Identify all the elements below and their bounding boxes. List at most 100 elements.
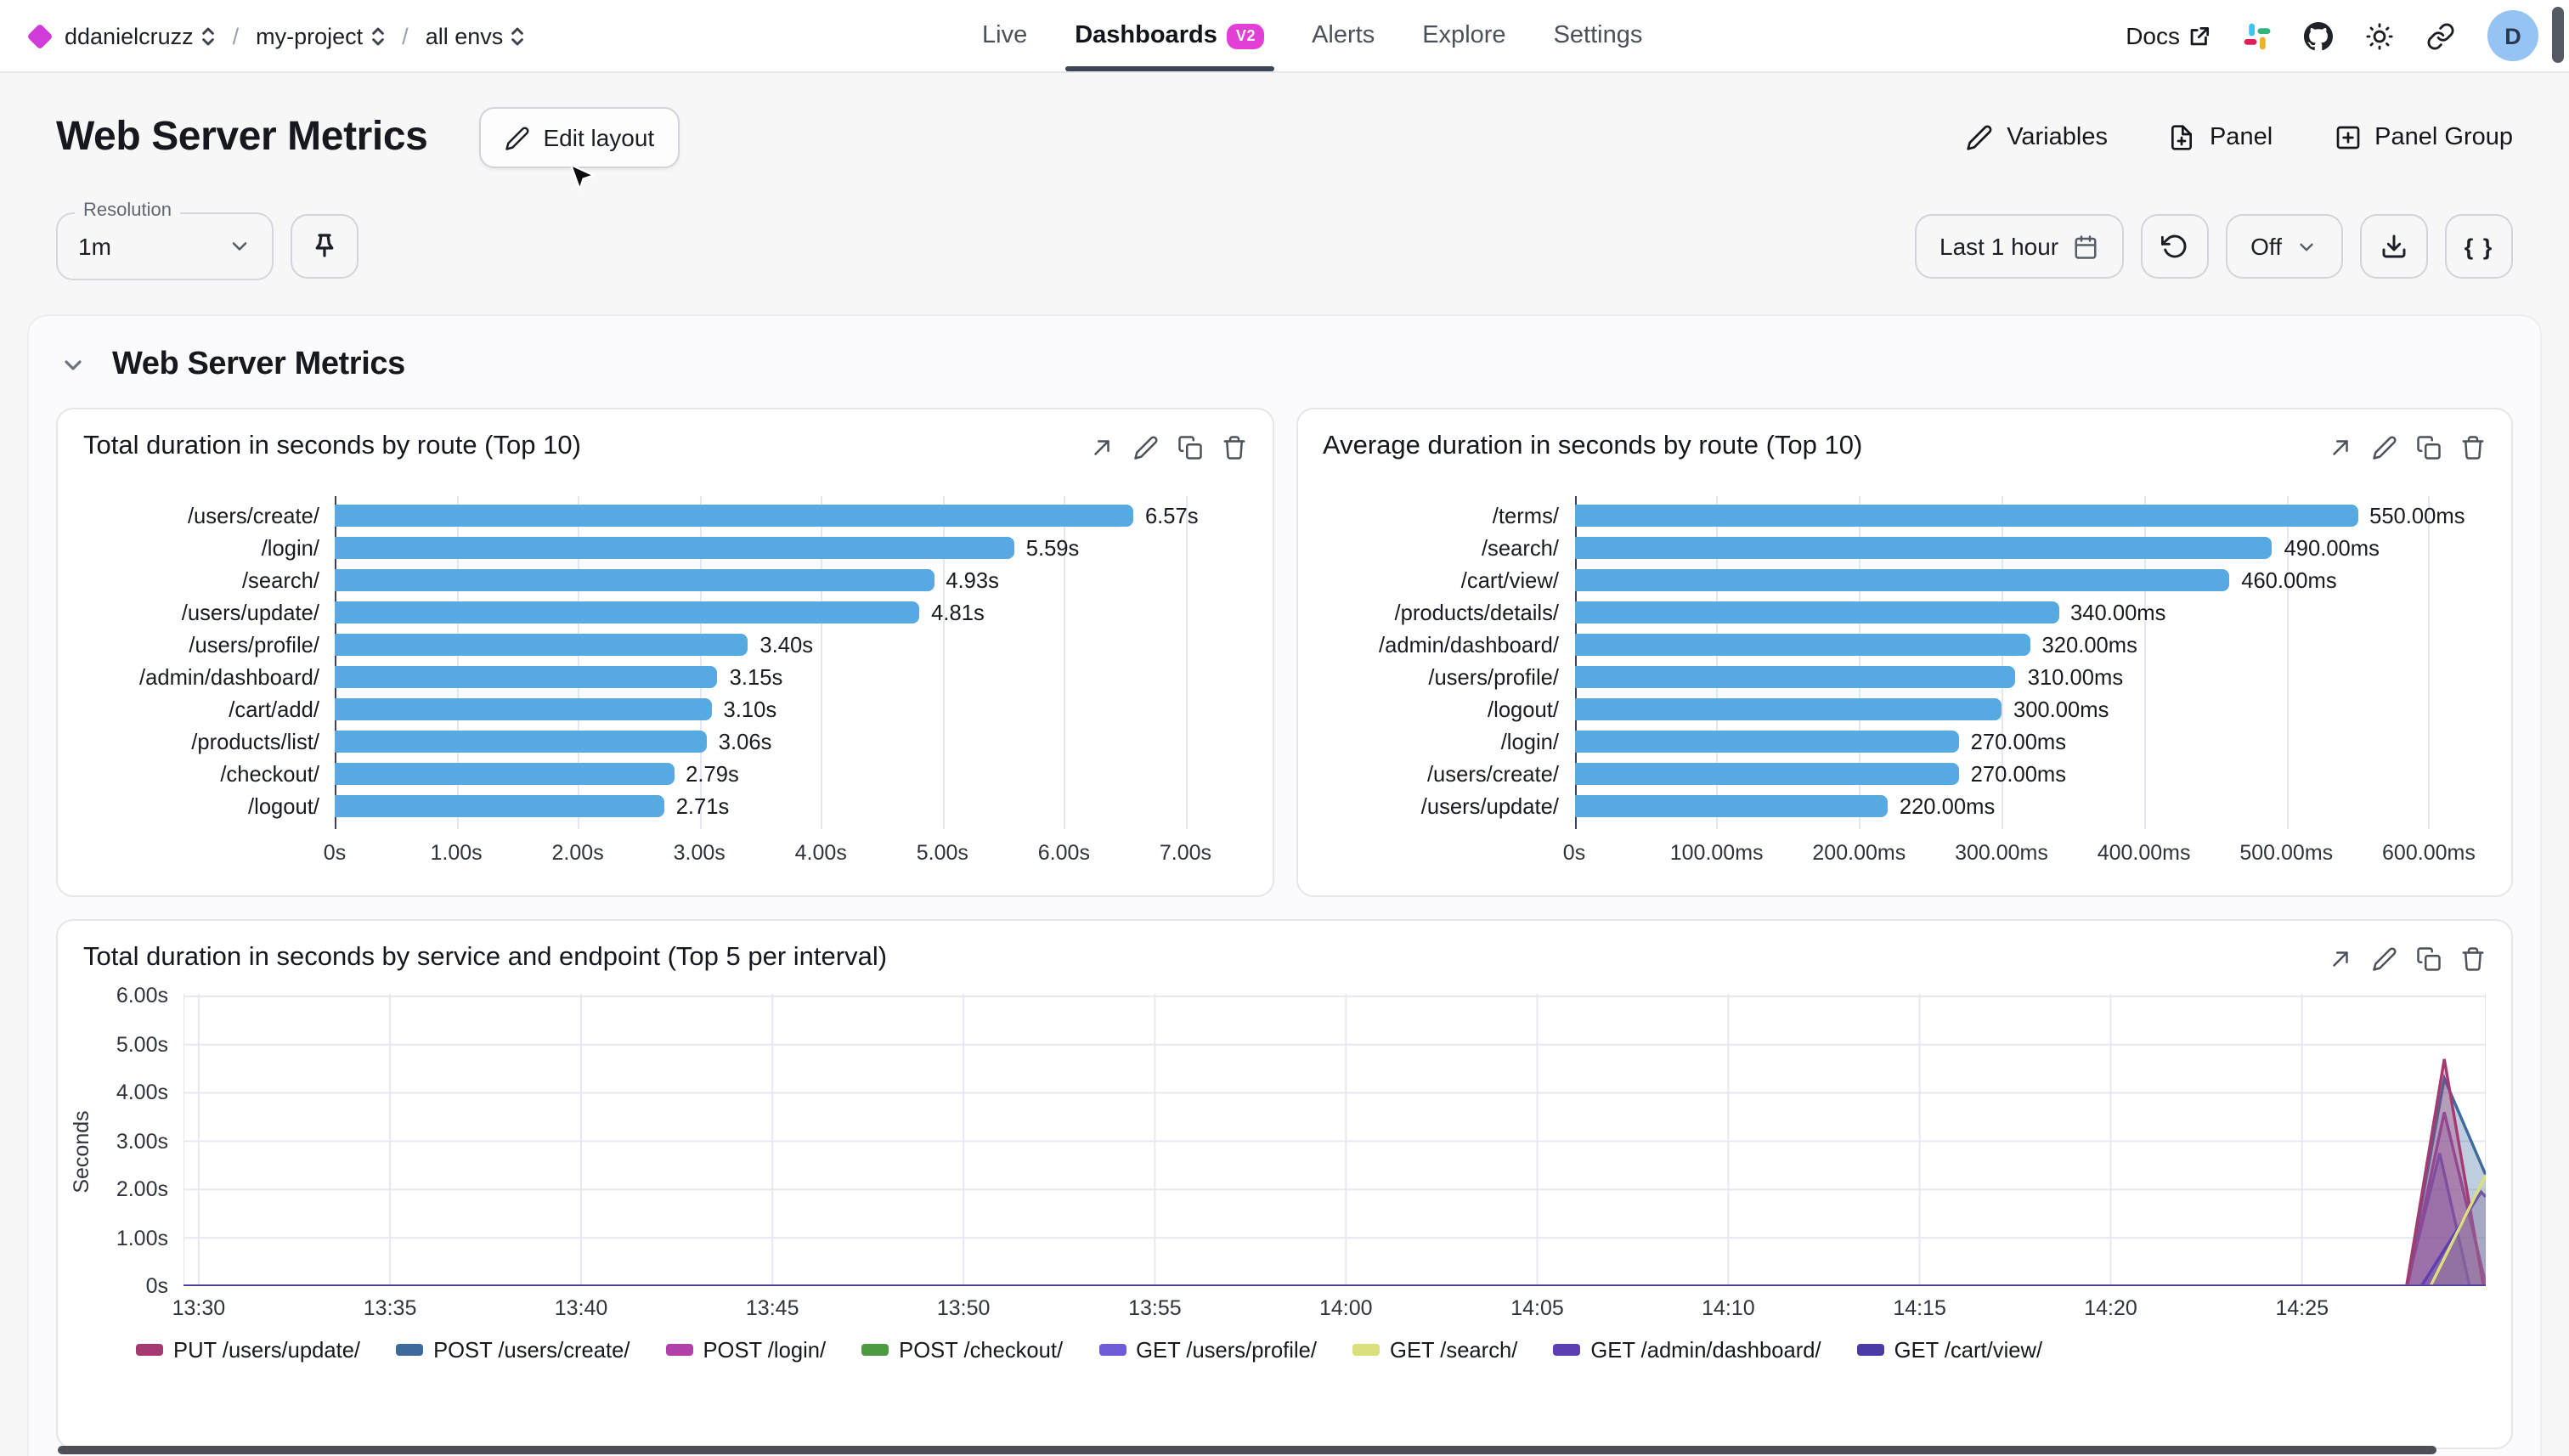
bar-value-label: 310.00ms (2027, 664, 2124, 690)
bar-value-label: 270.00ms (1970, 761, 2067, 787)
download-icon (2382, 234, 2406, 258)
legend-swatch (1553, 1344, 1581, 1356)
bar[interactable] (335, 795, 664, 817)
series-line-2 (184, 1112, 2486, 1286)
add-panel-button[interactable]: Panel (2169, 124, 2273, 151)
json-view-button[interactable]: { } (2445, 214, 2513, 279)
legend-item[interactable]: POST /users/create/ (396, 1337, 630, 1363)
bar-row: 4.81s (335, 596, 1246, 629)
bar[interactable] (1574, 537, 2273, 559)
delete-icon[interactable] (2460, 945, 2486, 971)
bar[interactable] (335, 698, 712, 720)
bar[interactable] (1574, 601, 2059, 624)
legend-item[interactable]: GET /admin/dashboard/ (1553, 1337, 1821, 1363)
breadcrumb-item-ddanielcruzz[interactable]: ddanielcruzz (65, 23, 216, 48)
bar[interactable] (335, 634, 748, 656)
bar[interactable] (335, 505, 1133, 527)
refresh-button[interactable] (2140, 214, 2209, 279)
resolution-select[interactable]: Resolution 1m (56, 200, 274, 280)
bar[interactable] (335, 763, 675, 785)
github-icon[interactable] (2304, 21, 2333, 50)
expand-icon[interactable] (1088, 434, 1114, 460)
edit-icon[interactable] (2372, 434, 2397, 460)
collapse-chevron-icon[interactable] (59, 352, 87, 379)
bar[interactable] (335, 666, 718, 688)
app-logo-diamond-icon[interactable] (26, 22, 54, 49)
bar-value-label: 2.79s (686, 761, 739, 787)
legend-item[interactable]: POST /checkout/ (861, 1337, 1063, 1363)
avatar[interactable]: D (2487, 10, 2538, 61)
download-button[interactable] (2360, 214, 2428, 279)
time-range-button[interactable]: Last 1 hour (1914, 214, 2124, 279)
legend-item[interactable]: GET /users/profile/ (1098, 1337, 1317, 1363)
breadcrumb-separator: / (232, 23, 240, 48)
bar[interactable] (335, 537, 1014, 559)
x-axis-ticks: 0s 1.00s 2.00s 3.00s 4.00s 5.00s 6.00s 7.00s (324, 841, 1246, 872)
bar[interactable] (1574, 731, 1959, 753)
delete-icon[interactable] (2460, 434, 2486, 460)
breadcrumb-label: all envs (425, 23, 504, 48)
legend-item[interactable]: GET /cart/view/ (1856, 1337, 2042, 1363)
bar-row: 340.00ms (1574, 596, 2486, 629)
legend-label: GET /users/profile/ (1136, 1337, 1318, 1363)
legend-item[interactable]: GET /search/ (1352, 1337, 1517, 1363)
edit-layout-button[interactable]: Edit layout (478, 107, 680, 168)
horizontal-scrollbar[interactable] (58, 1446, 2436, 1454)
tab-alerts[interactable]: Alerts (1312, 0, 1375, 71)
bar[interactable] (1574, 634, 2030, 656)
x-axis-tick: 400.00ms (2097, 841, 2191, 865)
legend-item[interactable]: PUT /users/update/ (136, 1337, 360, 1363)
ts-chart-body: Seconds 0s 1.00s 2.00s 3.00s 4.00s 5.00s 6.00s (68, 985, 2486, 1298)
gridline (578, 496, 580, 829)
time-range-label: Last 1 hour (1939, 233, 2059, 260)
gridline (2428, 496, 2431, 829)
series-area-5 (184, 1175, 2486, 1286)
pencil-icon (1967, 125, 1992, 150)
series-area-1 (184, 1078, 2486, 1286)
bar[interactable] (335, 601, 920, 624)
bar[interactable] (1574, 763, 1959, 785)
bar-category-label: /search/ (1481, 535, 1559, 561)
bar[interactable] (1574, 698, 2002, 720)
breadcrumb-item-my-project[interactable]: my-project (256, 23, 385, 48)
chart-legend: PUT /users/update/POST /users/create/POS… (136, 1337, 2486, 1363)
pin-button[interactable] (291, 214, 359, 279)
delete-icon[interactable] (1221, 434, 1246, 460)
page-title: Web Server Metrics (56, 114, 428, 160)
expand-icon[interactable] (2328, 434, 2353, 460)
bar-value-label: 4.93s (946, 567, 999, 593)
bar[interactable] (335, 731, 707, 753)
theme-sun-icon[interactable] (2365, 21, 2394, 50)
variables-button[interactable]: Variables (1966, 124, 2108, 151)
tab-explore[interactable]: Explore (1422, 0, 1505, 71)
breadcrumb-item-all-envs[interactable]: all envs (426, 23, 526, 48)
bar[interactable] (1574, 795, 1888, 817)
tab-live[interactable]: Live (982, 0, 1027, 71)
share-link-icon[interactable] (2426, 21, 2455, 50)
bar-category-label: /search/ (241, 567, 319, 593)
square-plus-icon (2335, 126, 2359, 150)
bar-row: 3.15s (335, 661, 1246, 693)
edit-icon[interactable] (1132, 434, 1158, 460)
bar-category-labels: /terms/ /search/ /cart/view/ /products/deta… (1323, 499, 1574, 822)
copy-icon[interactable] (2416, 945, 2442, 971)
x-axis-tick: 13:55 (1128, 1296, 1182, 1320)
expand-icon[interactable] (2328, 945, 2353, 971)
bar[interactable] (1574, 569, 2230, 591)
auto-refresh-select[interactable]: Off (2225, 214, 2343, 279)
edit-icon[interactable] (2372, 945, 2397, 971)
docs-link[interactable]: Docs (2126, 22, 2210, 49)
add-panel-group-button[interactable]: Panel Group (2334, 124, 2513, 151)
copy-icon[interactable] (1177, 434, 1202, 460)
slack-icon[interactable] (2243, 21, 2272, 50)
tab-dashboards[interactable]: Dashboards v2 (1064, 0, 1275, 71)
bar[interactable] (1574, 666, 2016, 688)
bar[interactable] (1574, 505, 2358, 527)
bar[interactable] (335, 569, 934, 591)
legend-item[interactable]: POST /login/ (665, 1337, 826, 1363)
bar-row: 3.10s (335, 693, 1246, 725)
vertical-scrollbar[interactable] (2552, 7, 2564, 63)
resolution-label: Resolution (75, 200, 180, 221)
tab-settings[interactable]: Settings (1554, 0, 1643, 71)
copy-icon[interactable] (2416, 434, 2442, 460)
